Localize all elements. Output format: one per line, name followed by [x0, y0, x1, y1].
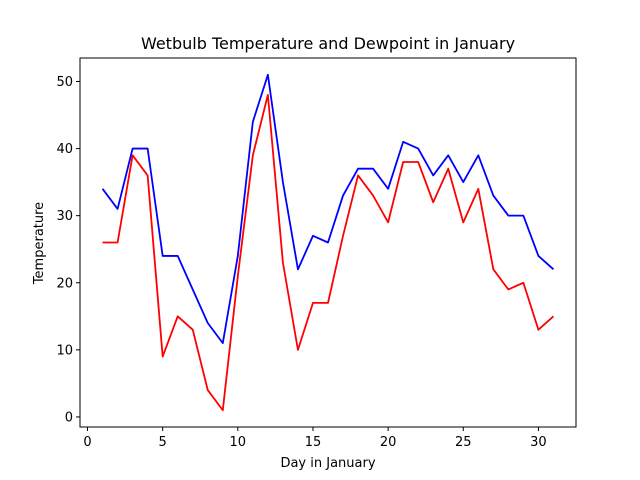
series-line-2: [102, 94, 555, 412]
y-axis: 0 10 20 30 40 50: [56, 75, 80, 425]
x-tick-label: 30: [530, 435, 547, 450]
x-axis: 0 5 10 15 20 25 30: [83, 427, 547, 450]
x-tick-label: 0: [83, 435, 91, 450]
series-layer: [101, 73, 555, 412]
y-tick-label: 0: [65, 410, 73, 425]
y-axis-label: Temperature: [32, 202, 47, 285]
x-axis-label: Day in January: [280, 456, 375, 471]
x-tick-label: 20: [380, 435, 397, 450]
chart-title: Wetbulb Temperature and Dewpoint in Janu…: [141, 34, 515, 53]
plot-frame: [79, 57, 577, 428]
series-line-1: [101, 73, 555, 345]
y-tick-label: 50: [56, 75, 73, 90]
y-tick-label: 30: [56, 209, 73, 224]
y-tick-label: 20: [56, 276, 73, 291]
x-tick-label: 10: [230, 435, 247, 450]
x-tick-label: 25: [455, 435, 472, 450]
y-tick-label: 10: [56, 343, 73, 358]
x-tick-label: 15: [305, 435, 322, 450]
x-tick-label: 5: [159, 435, 167, 450]
y-tick-label: 40: [56, 142, 73, 157]
